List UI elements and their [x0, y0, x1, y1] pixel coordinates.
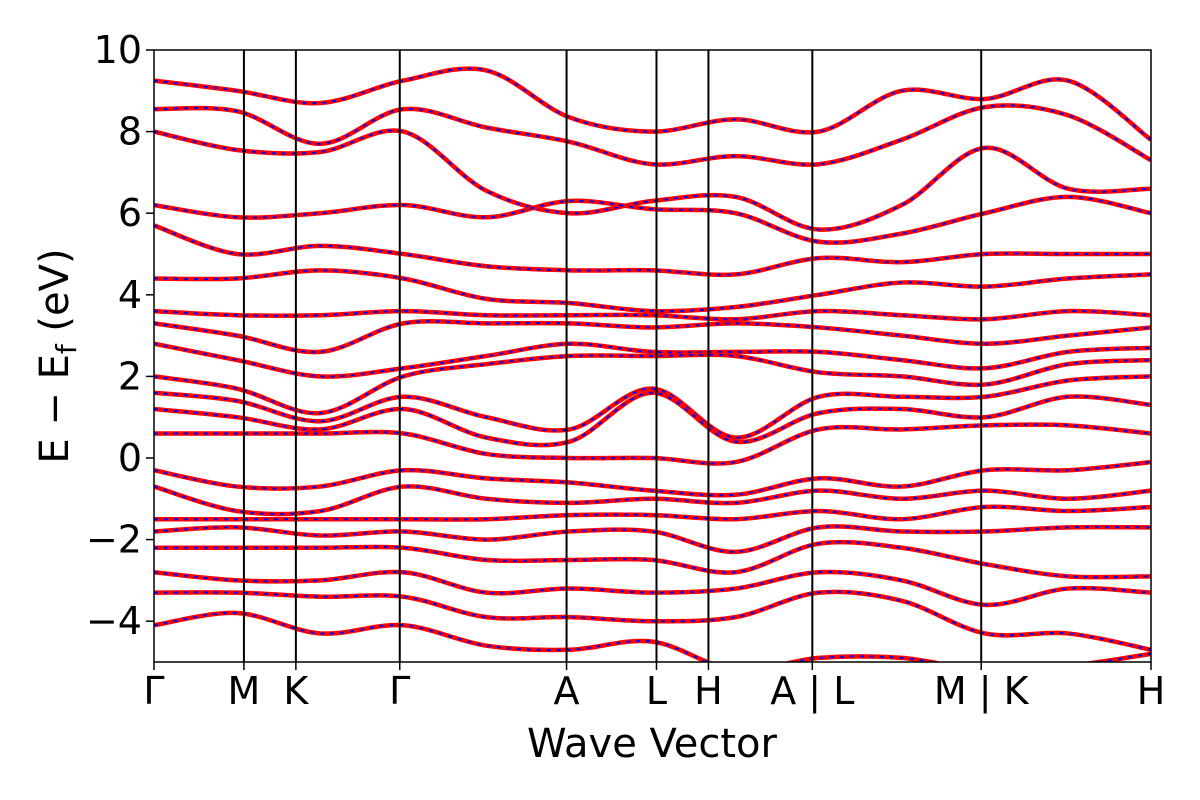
x-tick-label-7: A | L [770, 669, 854, 714]
x-tick-label-2: K [283, 669, 309, 713]
x-tick-label-4: A [554, 669, 580, 713]
y-tick-label-1: −2 [86, 518, 142, 562]
band-10-blue [154, 375, 1151, 439]
y-tick-label-4: 4 [118, 273, 142, 317]
band-20-red [154, 610, 1151, 662]
band-17-blue [154, 541, 1151, 579]
band-19-blue [154, 590, 1151, 651]
x-tick-label-3: Γ [389, 669, 410, 713]
y-ticks: −4 −2 0 2 4 6 8 10 [86, 28, 154, 643]
band-5-red [154, 268, 1151, 314]
band-9-blue [154, 353, 1151, 415]
x-tick-label-8: M | K [934, 669, 1030, 714]
plot-frame [153, 49, 1152, 663]
x-tick-label-5: L [646, 669, 667, 713]
band-1-red [154, 103, 1151, 167]
band-18-blue [154, 570, 1151, 606]
band-8-blue [154, 342, 1151, 378]
band-3-blue [154, 195, 1151, 244]
y-axis-label-sub: f [50, 343, 83, 354]
x-tick-label-1: M [228, 669, 261, 713]
x-tick-label-9: H [1137, 669, 1166, 713]
band-7-red [154, 319, 1151, 355]
band-12-blue [154, 423, 1151, 465]
band-15-blue [154, 505, 1151, 521]
band-9-red [154, 352, 1151, 416]
band-13-blue [154, 461, 1151, 497]
y-tick-label-7: 10 [94, 28, 142, 72]
y-tick-label-5: 6 [118, 191, 142, 235]
band-8-red [154, 341, 1151, 379]
y-tick-label-6: 8 [118, 110, 142, 154]
y-axis-label: E − Ef (eV) [32, 248, 83, 463]
high-symmetry-lines [242, 50, 983, 662]
band-16-blue [154, 525, 1151, 553]
x-tick-label-6: H [694, 669, 723, 713]
y-tick-label-2: 0 [118, 436, 142, 480]
band-0-red [154, 66, 1151, 142]
band-11-blue [154, 391, 1151, 447]
band-4-red [154, 223, 1151, 278]
band-18-red [154, 569, 1151, 608]
band-4-blue [154, 224, 1151, 276]
y-tick-label-3: 2 [118, 354, 142, 398]
x-axis-label: Wave Vector [527, 721, 778, 767]
band-5-blue [154, 269, 1151, 313]
band-lines [154, 66, 1151, 662]
band-1-blue [154, 104, 1151, 166]
band-17-red [154, 539, 1151, 580]
x-tick-label-0: Γ [143, 669, 164, 713]
y-axis-label-main: E − E [32, 354, 78, 464]
band-14-blue [154, 485, 1151, 516]
band-7-blue [154, 320, 1151, 354]
y-axis-label-unit: (eV) [32, 248, 78, 344]
band-2-blue [154, 129, 1151, 231]
y-tick-label-0: −4 [86, 599, 142, 643]
band-3-red [154, 194, 1151, 245]
band-6-blue [154, 310, 1151, 321]
